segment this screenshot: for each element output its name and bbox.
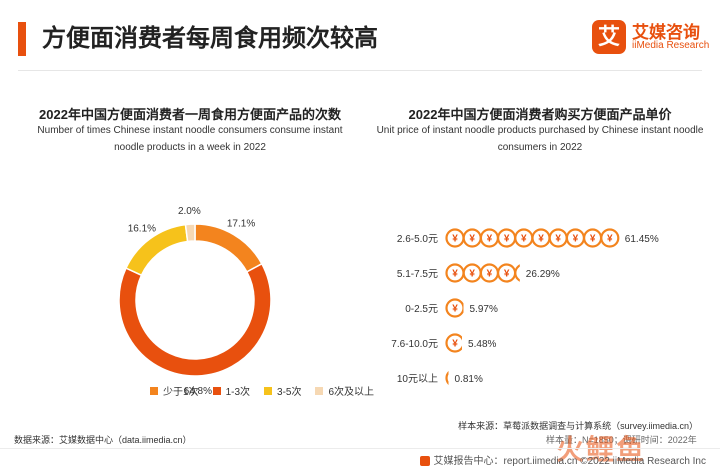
right-chart-subtitle: Unit price of instant noodle products pu… bbox=[376, 125, 704, 153]
price-bar: ¥ ¥ ¥ ¥ ¥ ¥ ¥ ¥ ¥ ¥ bbox=[445, 228, 620, 248]
logo-chinese-name: 艾媒咨询 bbox=[632, 23, 700, 42]
legend-label: 6次及以上 bbox=[328, 387, 375, 398]
donut-slice bbox=[118, 262, 272, 377]
value-label: 5.97% bbox=[469, 304, 497, 315]
category-label: 2.6-5.0元 bbox=[397, 234, 438, 245]
coin-symbol: ¥ bbox=[573, 234, 579, 245]
category-label: 7.6-10.0元 bbox=[391, 339, 438, 350]
coin-symbol: ¥ bbox=[555, 234, 561, 245]
title-accent-bar bbox=[18, 22, 26, 56]
legend-label: 少于1次 bbox=[163, 387, 199, 398]
coin-symbol: ¥ bbox=[504, 234, 510, 245]
legend-label: 1-3次 bbox=[225, 387, 251, 398]
logo-english-name: iiMedia Research bbox=[632, 40, 710, 51]
coin-symbol: ¥ bbox=[487, 234, 493, 245]
coin-mark-partial bbox=[514, 264, 520, 282]
footer-label: 艾媒报告中心：report.iimedia.cn ©2022 iiMedia R… bbox=[433, 456, 706, 467]
legend-label: 3-5次 bbox=[277, 387, 302, 398]
donut-chart: 17.1% 64.8% 16.1% 2.0% bbox=[118, 206, 272, 397]
coin-mark-partial bbox=[445, 370, 449, 386]
donut-legend: 少于1次 1-3次 3-5次 6次及以上 bbox=[150, 383, 374, 398]
coin-symbol: ¥ bbox=[452, 339, 458, 350]
coin-symbol: ¥ bbox=[452, 269, 458, 280]
coin-symbol: ¥ bbox=[469, 269, 475, 280]
price-bar: ¥ bbox=[445, 333, 463, 353]
value-label: 26.29% bbox=[526, 269, 560, 280]
legend-swatch bbox=[150, 386, 158, 395]
coin-symbol: ¥ bbox=[469, 234, 475, 245]
slice-label: 17.1% bbox=[227, 219, 255, 230]
legend-item: 1-3次 bbox=[212, 383, 251, 398]
value-label: 0.81% bbox=[455, 374, 483, 385]
donut-slice bbox=[184, 223, 196, 243]
coin-symbol: ¥ bbox=[452, 304, 458, 315]
legend-swatch bbox=[264, 386, 273, 395]
price-bar: ¥ bbox=[445, 370, 449, 386]
coin-symbol: ¥ bbox=[538, 234, 544, 245]
coin-mark-partial bbox=[445, 333, 463, 353]
donut-slice bbox=[194, 223, 263, 273]
coin-symbol: ¥ bbox=[607, 234, 613, 245]
coin-symbol: ¥ bbox=[487, 269, 493, 280]
left-chart-subtitle: Number of times Chinese instant noodle c… bbox=[37, 125, 343, 153]
title-divider bbox=[18, 70, 702, 71]
data-source: 数据来源：艾媒数据中心（data.iimedia.cn） bbox=[14, 435, 192, 445]
legend-item: 3-5次 bbox=[264, 383, 301, 398]
price-bar-chart: 2.6-5.0元 ¥ ¥ ¥ ¥ ¥ ¥ ¥ ¥ ¥ ¥61.45% 5.1-7.5元 ¥ ¥ ¥ ¥ ¥26.… bbox=[391, 228, 659, 386]
logo-mark: 艾 bbox=[592, 20, 626, 54]
price-bar: ¥ ¥ ¥ ¥ ¥ bbox=[445, 263, 520, 283]
footer-text: 艾媒报告中心：report.iimedia.cn ©2022 iiMedia R… bbox=[419, 452, 706, 467]
legend-item: 少于1次 bbox=[150, 383, 199, 398]
coin-mark-partial bbox=[445, 298, 464, 318]
category-label: 0-2.5元 bbox=[405, 304, 438, 315]
slice-label: 16.1% bbox=[128, 223, 156, 234]
footer-divider bbox=[0, 448, 720, 449]
watermark: 火鲤鱼 bbox=[556, 434, 647, 465]
right-chart-title: 2022年中国方便面消费者购买方便面产品单价 bbox=[408, 107, 672, 122]
coin-symbol: ¥ bbox=[521, 234, 527, 245]
category-label: 5.1-7.5元 bbox=[397, 269, 438, 280]
value-label: 61.45% bbox=[625, 234, 659, 245]
coin-symbol: ¥ bbox=[504, 269, 510, 280]
value-label: 5.48% bbox=[468, 339, 496, 350]
coin-mark bbox=[600, 228, 620, 248]
report-center-icon bbox=[419, 456, 430, 467]
sample-source: 样本来源：草莓派数据调查与计算系统（survey.iimedia.cn） bbox=[458, 421, 698, 431]
slice-label: 2.0% bbox=[178, 206, 201, 217]
coin-symbol: ¥ bbox=[452, 234, 458, 245]
sample-size-note: 样本量：N=1850；调研时间：2022年 bbox=[546, 435, 697, 445]
left-chart-title: 2022年中国方便面消费者一周食用方便面产品的次数 bbox=[39, 107, 341, 122]
legend-swatch bbox=[315, 386, 324, 395]
page-title: 方便面消费者每周食用频次较高 bbox=[42, 25, 378, 52]
category-label: 10元以上 bbox=[397, 373, 438, 385]
slice-label: 64.8% bbox=[184, 386, 212, 397]
price-bar: ¥ bbox=[445, 298, 464, 318]
legend-swatch bbox=[212, 386, 221, 395]
coin-symbol: ¥ bbox=[590, 234, 596, 245]
brand-logo: 艾 艾媒咨询 iiMedia Research bbox=[592, 18, 710, 58]
legend-item: 6次及以上 bbox=[315, 383, 374, 398]
